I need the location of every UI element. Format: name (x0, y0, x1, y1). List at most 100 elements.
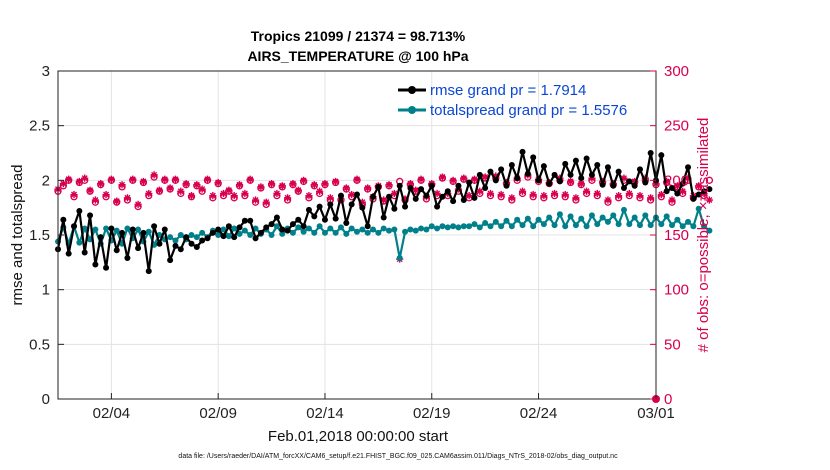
rmse-point (337, 192, 344, 199)
rmse-point (599, 181, 606, 188)
rmse-point (177, 246, 184, 253)
obs-assimilated-point (636, 192, 644, 200)
spread-point (695, 205, 702, 212)
spread-point (519, 222, 526, 229)
obs-assimilated-point (166, 184, 174, 192)
spread-point (391, 226, 398, 233)
rmse-point (428, 182, 435, 189)
rmse-point (273, 214, 280, 221)
rmse-point (124, 254, 131, 261)
rmse-point (188, 240, 195, 247)
obs-assimilated-point (230, 192, 238, 200)
obs-assimilated-point (481, 173, 489, 181)
obs-assimilated-point (342, 184, 350, 192)
obs-assimilated-point (497, 190, 505, 199)
obs-assimilated-point (401, 195, 409, 203)
obs-assimilated-point (91, 196, 99, 204)
rmse-point (386, 193, 393, 200)
obs-assimilated-point (246, 175, 254, 183)
rmse-point (87, 212, 94, 219)
obs-assimilated-point (705, 196, 713, 204)
rmse-point (396, 182, 403, 189)
spread-point (444, 224, 451, 231)
rmse-point (690, 195, 697, 202)
spread-point (193, 234, 200, 241)
right-tick-label: 150 (664, 227, 689, 244)
obs-assimilated-point (81, 174, 89, 182)
obs-assimilated-point (465, 192, 473, 200)
rmse-point (402, 203, 409, 210)
rmse-point (332, 215, 339, 222)
obs-assimilated-point (604, 196, 612, 204)
rmse-point (631, 182, 638, 189)
obs-assimilated-point (663, 177, 671, 186)
obs-assimilated-point (65, 175, 73, 183)
spread-point (706, 227, 713, 234)
rmse-point (97, 234, 104, 241)
obs-assimilated-point (412, 186, 420, 194)
spread-point (103, 225, 110, 232)
obs-assimilated-point (193, 181, 201, 189)
spread-point (215, 232, 222, 238)
spread-point (241, 227, 248, 234)
rmse-point (610, 182, 617, 189)
obs-assimilated-point (433, 189, 441, 198)
rmse-point (701, 188, 708, 195)
spread-point (386, 227, 393, 234)
rmse-point (615, 168, 622, 175)
rmse-point (685, 164, 692, 171)
spread-point (599, 214, 606, 221)
rmse-point (487, 168, 494, 175)
rmse-point (183, 234, 190, 241)
obs-assimilated-point (390, 189, 398, 198)
rmse-point (450, 198, 457, 205)
rmse-point (594, 162, 601, 169)
rmse-point (167, 257, 174, 264)
x-axis-label: Feb.01,2018 00:00:00 start (268, 428, 449, 445)
obs-assimilated-point (262, 198, 270, 206)
obs-assimilated-point (214, 178, 222, 187)
spread-point (268, 232, 275, 238)
rmse-point (364, 223, 371, 230)
rmse-point (407, 184, 414, 191)
rmse-point (193, 244, 200, 251)
obs-assimilated-point (273, 189, 281, 198)
spread-point (76, 239, 83, 246)
right-tick-label: 200 (664, 172, 689, 189)
rmse-point (669, 184, 676, 191)
obs-assimilated-point (657, 190, 665, 199)
rmse-point (241, 217, 248, 224)
spread-point (455, 224, 462, 231)
obs-assimilated-point (257, 183, 265, 191)
rmse-point (284, 227, 291, 234)
left-axis: 0 0.5 1 1.5 2 2.5 3 (29, 63, 64, 408)
spread-point (396, 254, 403, 261)
rmse-point (305, 206, 312, 213)
obs-assimilated-point (492, 172, 500, 180)
spread-point (305, 225, 312, 232)
rmse-point (695, 191, 702, 198)
spread-point (359, 226, 366, 233)
obs-assimilated-point (577, 180, 585, 188)
obs-assimilated-point (695, 182, 703, 190)
rmse-point (391, 205, 398, 212)
obs-assimilated-point (203, 175, 212, 183)
obs-assimilated-point (673, 182, 681, 190)
rmse-point (578, 175, 585, 182)
rmse-point (311, 213, 318, 220)
spread-point (578, 215, 585, 222)
spread-point (540, 221, 547, 228)
obs-assimilated-point (438, 173, 447, 181)
spread-point (407, 226, 414, 233)
spread-point (642, 212, 649, 219)
obs-assimilated-point (107, 175, 115, 183)
obs-assimilated-point (508, 194, 516, 202)
rmse-point (492, 177, 499, 184)
rmse-point (679, 180, 686, 187)
obs-assimilated-point (161, 175, 169, 183)
left-tick-label: 1.5 (29, 227, 50, 244)
obs-assimilated-point (70, 190, 78, 199)
spread-point (289, 229, 296, 236)
spread-point (124, 225, 131, 232)
legend: rmse grand pr = 1.7914 totalspread grand… (398, 82, 627, 119)
